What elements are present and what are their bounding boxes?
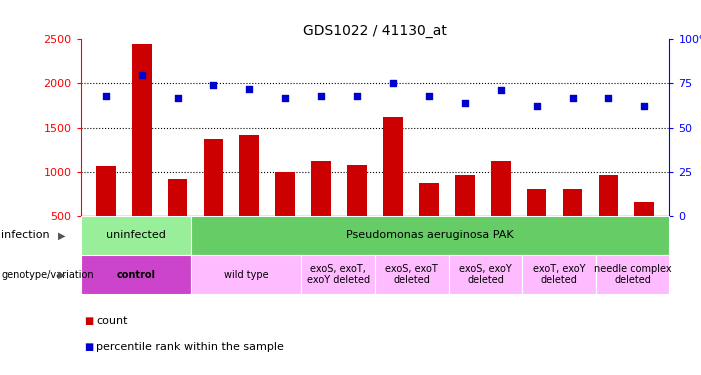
Point bbox=[244, 86, 255, 92]
Text: count: count bbox=[96, 316, 128, 326]
Text: exoS, exoY
deleted: exoS, exoY deleted bbox=[459, 264, 512, 285]
Bar bbox=[599, 175, 618, 260]
Point bbox=[423, 93, 435, 99]
Bar bbox=[191, 216, 669, 255]
Text: Pseudomonas aeruginosa PAK: Pseudomonas aeruginosa PAK bbox=[346, 230, 514, 240]
Bar bbox=[347, 165, 367, 260]
Text: percentile rank within the sample: percentile rank within the sample bbox=[96, 342, 284, 352]
Point bbox=[351, 93, 362, 99]
Bar bbox=[449, 255, 522, 294]
Bar bbox=[81, 216, 191, 255]
Point bbox=[567, 94, 578, 100]
Bar bbox=[168, 180, 187, 260]
Bar bbox=[191, 255, 301, 294]
Text: wild type: wild type bbox=[224, 270, 268, 280]
Bar bbox=[419, 183, 439, 260]
Bar bbox=[311, 161, 331, 260]
Point bbox=[388, 81, 399, 87]
Text: needle complex
deleted: needle complex deleted bbox=[594, 264, 672, 285]
Text: ■: ■ bbox=[84, 316, 93, 326]
Bar bbox=[96, 166, 116, 260]
Text: control: control bbox=[116, 270, 156, 280]
Bar bbox=[275, 172, 295, 260]
Bar bbox=[240, 135, 259, 260]
Bar bbox=[81, 255, 191, 294]
Point bbox=[172, 94, 183, 100]
Title: GDS1022 / 41130_at: GDS1022 / 41130_at bbox=[303, 24, 447, 38]
Text: ▶: ▶ bbox=[58, 230, 66, 240]
Point bbox=[639, 104, 650, 110]
Bar bbox=[301, 255, 375, 294]
Text: ■: ■ bbox=[84, 342, 93, 352]
Bar bbox=[526, 189, 547, 260]
Bar bbox=[132, 44, 151, 260]
Point bbox=[459, 100, 470, 106]
Point bbox=[280, 94, 291, 100]
Bar bbox=[596, 255, 669, 294]
Text: uninfected: uninfected bbox=[106, 230, 165, 240]
Text: exoS, exoT
deleted: exoS, exoT deleted bbox=[386, 264, 438, 285]
Text: ▶: ▶ bbox=[58, 270, 66, 280]
Bar bbox=[491, 161, 510, 260]
Bar bbox=[203, 139, 224, 260]
Text: exoS, exoT,
exoY deleted: exoS, exoT, exoY deleted bbox=[306, 264, 370, 285]
Text: genotype/variation: genotype/variation bbox=[1, 270, 94, 280]
Text: infection: infection bbox=[1, 230, 50, 240]
Bar bbox=[522, 255, 596, 294]
Bar bbox=[563, 189, 583, 260]
Point bbox=[495, 87, 506, 93]
Point bbox=[136, 72, 147, 78]
Text: exoT, exoY
deleted: exoT, exoY deleted bbox=[533, 264, 585, 285]
Bar bbox=[634, 202, 654, 259]
Point bbox=[315, 93, 327, 99]
Bar bbox=[375, 255, 449, 294]
Point bbox=[603, 94, 614, 100]
Point bbox=[531, 104, 542, 110]
Bar bbox=[455, 175, 475, 260]
Point bbox=[208, 82, 219, 88]
Point bbox=[100, 93, 111, 99]
Bar bbox=[383, 117, 403, 260]
